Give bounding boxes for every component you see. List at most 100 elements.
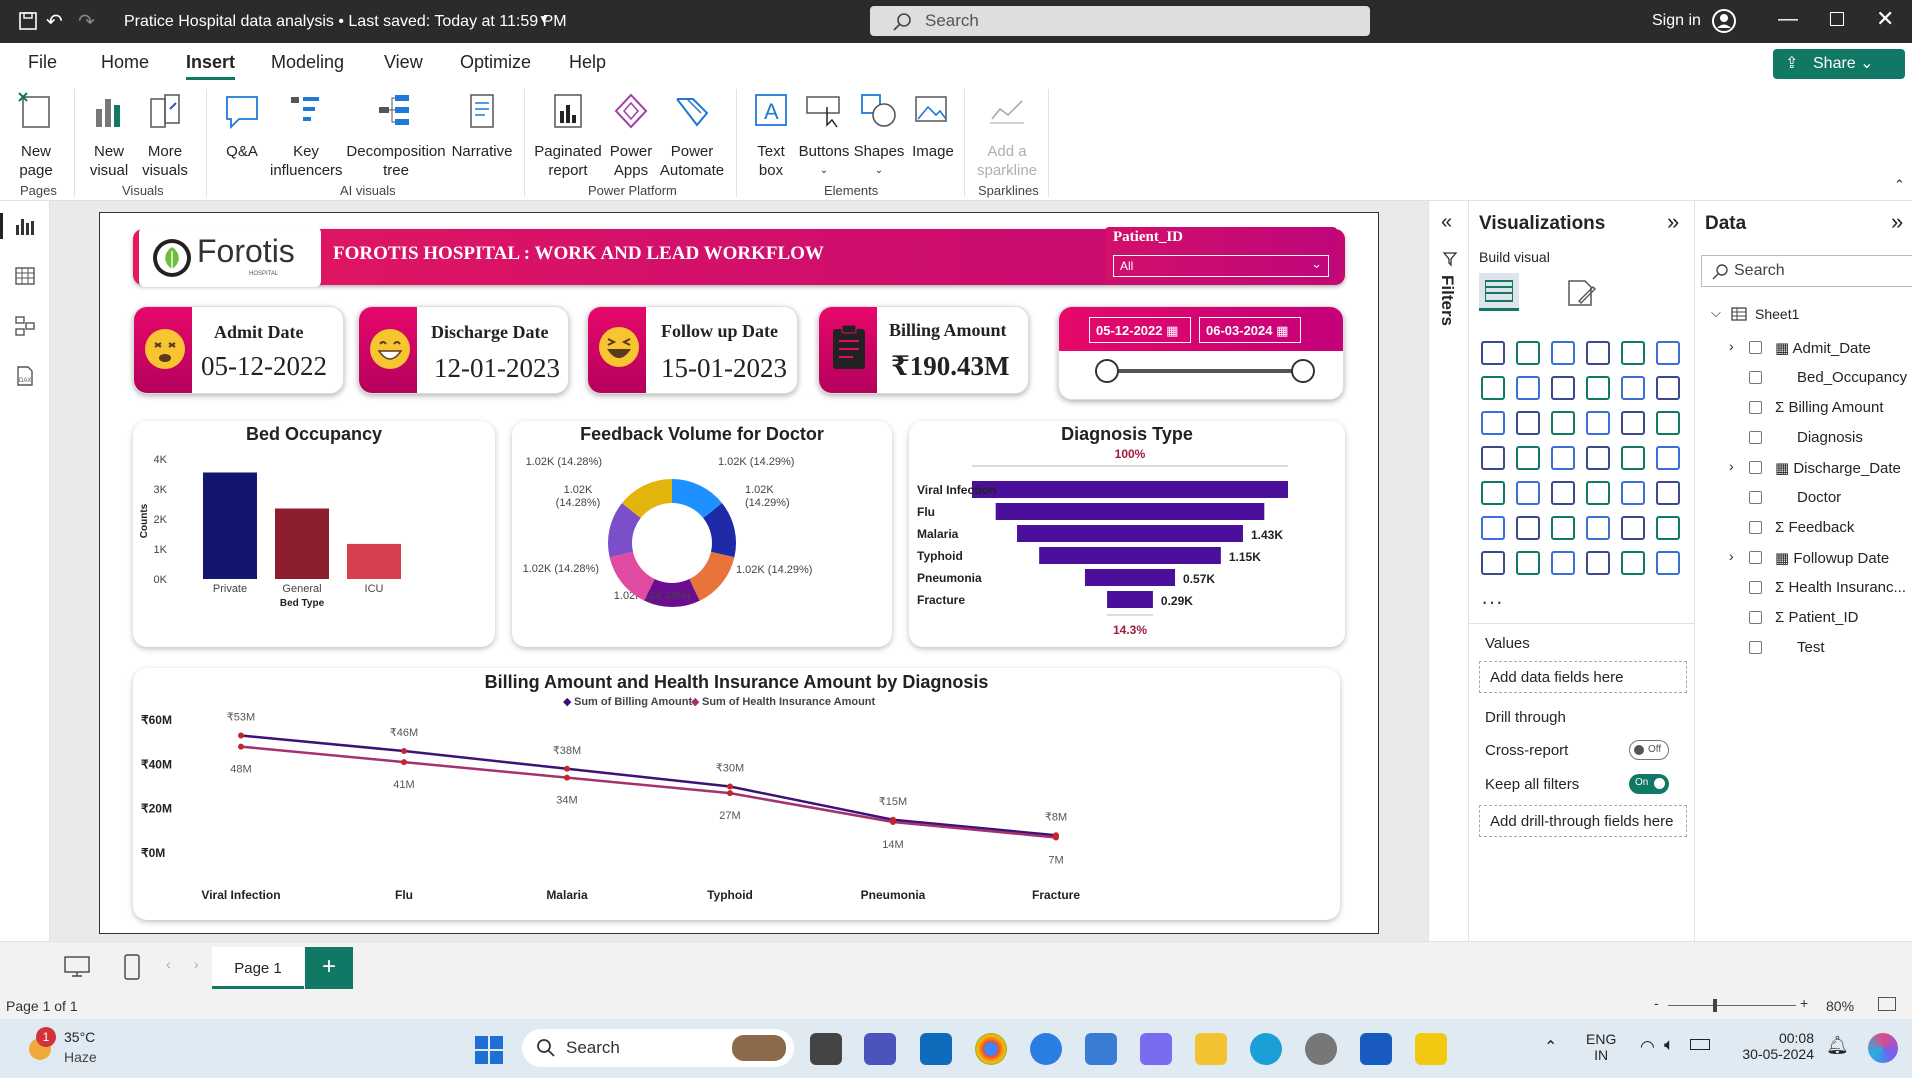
feedback-card[interactable]: Feedback Volume for Doctor 1.02K (14.29%… bbox=[512, 421, 892, 647]
menu-modeling[interactable]: Modeling bbox=[271, 52, 345, 72]
visual-type-icon[interactable] bbox=[1586, 376, 1610, 400]
field-item[interactable]: Bed_Occupancy bbox=[1797, 369, 1908, 386]
patient-slicer[interactable]: Patient_ID All ⌄ bbox=[1105, 227, 1337, 281]
menu-home[interactable]: Home bbox=[101, 52, 150, 72]
visual-type-icon[interactable] bbox=[1656, 551, 1680, 575]
donut-slice[interactable] bbox=[644, 579, 700, 607]
donut-slice[interactable] bbox=[672, 479, 723, 519]
visual-type-icon[interactable] bbox=[1551, 446, 1575, 470]
field-item[interactable]: ▦ Followup Date bbox=[1775, 550, 1890, 567]
visual-type-icon[interactable] bbox=[1481, 341, 1505, 365]
new-visual-button[interactable]: New visual bbox=[82, 91, 136, 180]
store-icon[interactable] bbox=[920, 1033, 952, 1065]
donut-slice[interactable] bbox=[703, 503, 736, 558]
donut-slice[interactable] bbox=[608, 503, 641, 558]
field-checkbox[interactable] bbox=[1749, 401, 1762, 414]
fit-to-page-icon[interactable] bbox=[1878, 997, 1896, 1011]
decomposition-tree-button[interactable]: Decomposition tree bbox=[344, 91, 448, 180]
expand-field-icon[interactable]: › bbox=[1729, 338, 1734, 354]
funnel-bar[interactable] bbox=[1107, 591, 1153, 608]
visual-type-icon[interactable] bbox=[1656, 481, 1680, 505]
data-point[interactable] bbox=[401, 759, 407, 766]
field-checkbox[interactable] bbox=[1749, 641, 1762, 654]
text-box-button[interactable]: A Text box bbox=[744, 91, 798, 180]
zoom-out-icon[interactable]: - bbox=[1654, 995, 1659, 1011]
report-view-icon[interactable] bbox=[14, 215, 36, 237]
teams-icon[interactable] bbox=[864, 1033, 896, 1065]
add-data-fields-drop[interactable]: Add data fields here bbox=[1479, 661, 1687, 693]
chrome-icon[interactable] bbox=[975, 1033, 1007, 1065]
wifi-icon[interactable]: ◠ bbox=[1640, 1037, 1655, 1056]
field-checkbox[interactable] bbox=[1749, 581, 1762, 594]
data-point[interactable] bbox=[238, 743, 244, 750]
power-automate-button[interactable]: Power Automate bbox=[658, 91, 726, 180]
visual-type-icon[interactable] bbox=[1516, 411, 1540, 435]
data-point[interactable] bbox=[1053, 834, 1059, 841]
billing-line-card[interactable]: Billing Amount and Health Insurance Amou… bbox=[133, 668, 1340, 920]
visual-type-icon[interactable] bbox=[1481, 446, 1505, 470]
filters-pane-collapsed[interactable]: « Filters bbox=[1428, 201, 1468, 951]
field-item[interactable]: Σ Feedback bbox=[1775, 519, 1855, 536]
field-checkbox[interactable] bbox=[1749, 521, 1762, 534]
power-bi-icon[interactable] bbox=[1415, 1033, 1447, 1065]
shapes-button[interactable]: Shapes ⌄ bbox=[852, 91, 906, 180]
edge-icon[interactable] bbox=[1250, 1033, 1282, 1065]
donut-slice[interactable] bbox=[689, 551, 735, 601]
zoom-thumb[interactable] bbox=[1713, 999, 1717, 1012]
expand-field-icon[interactable]: › bbox=[1729, 548, 1734, 564]
visual-type-icon[interactable] bbox=[1586, 516, 1610, 540]
key-influencers-button[interactable]: Key influencers bbox=[270, 91, 343, 180]
qa-button[interactable]: Q&A bbox=[214, 91, 270, 161]
battery-icon[interactable] bbox=[1690, 1039, 1710, 1050]
visual-type-icon[interactable] bbox=[1481, 551, 1505, 575]
field-item[interactable]: Test bbox=[1797, 639, 1825, 656]
zoom-in-icon[interactable]: + bbox=[1800, 995, 1809, 1011]
field-checkbox[interactable] bbox=[1749, 491, 1762, 504]
table-sheet1[interactable]: Sheet1 bbox=[1755, 306, 1800, 322]
field-item[interactable]: ▦ Admit_Date bbox=[1775, 340, 1871, 357]
title-search-input[interactable]: Search bbox=[870, 6, 1370, 36]
series-line[interactable] bbox=[240, 734, 1057, 837]
donut-slice[interactable] bbox=[621, 479, 672, 519]
visual-type-icon[interactable] bbox=[1516, 376, 1540, 400]
visual-type-icon[interactable] bbox=[1621, 481, 1645, 505]
taskbar-search-input[interactable]: Search bbox=[522, 1029, 794, 1067]
more-visuals-dots[interactable]: ··· bbox=[1481, 589, 1503, 614]
visual-type-icon[interactable] bbox=[1481, 376, 1505, 400]
data-point[interactable] bbox=[238, 732, 244, 739]
format-visual-icon[interactable] bbox=[1565, 277, 1597, 309]
task-view-icon[interactable] bbox=[810, 1033, 842, 1065]
bar[interactable] bbox=[347, 543, 401, 579]
mobile-layout-icon[interactable] bbox=[124, 954, 140, 980]
menu-file[interactable]: File bbox=[28, 52, 58, 72]
visual-type-icon[interactable] bbox=[1481, 481, 1505, 505]
visual-type-icon[interactable] bbox=[1516, 481, 1540, 505]
dax-query-icon[interactable]: DAX bbox=[14, 365, 36, 387]
chevron-up-icon[interactable]: ⌃ bbox=[1544, 1039, 1558, 1056]
field-checkbox[interactable] bbox=[1749, 341, 1762, 354]
clock[interactable]: 00:08 30-05-2024 bbox=[1742, 1030, 1814, 1062]
field-item[interactable]: Σ Billing Amount bbox=[1775, 399, 1884, 416]
series-line[interactable] bbox=[240, 745, 1057, 839]
visual-type-icon[interactable] bbox=[1551, 411, 1575, 435]
save-icon[interactable] bbox=[18, 11, 38, 31]
share-button[interactable]: ⇪ Share ⌄ bbox=[1773, 49, 1905, 79]
visual-type-icon[interactable] bbox=[1551, 341, 1575, 365]
page-tab[interactable]: Page 1 bbox=[212, 947, 304, 989]
visual-type-icon[interactable] bbox=[1621, 516, 1645, 540]
field-item[interactable]: Σ Health Insuranc... bbox=[1775, 579, 1907, 596]
language-indicator[interactable]: ENG IN bbox=[1586, 1031, 1617, 1063]
visual-type-icon[interactable] bbox=[1551, 481, 1575, 505]
chevron-down-icon[interactable]: ⌵ bbox=[1711, 305, 1721, 320]
funnel-bar[interactable] bbox=[1084, 569, 1176, 586]
visual-type-icon[interactable] bbox=[1656, 341, 1680, 365]
field-item[interactable]: Diagnosis bbox=[1797, 429, 1863, 446]
bed-occupancy-card[interactable]: Bed Occupancy 4K 3K 2K 1K 0K Counts Private Gen… bbox=[133, 421, 495, 647]
field-item[interactable]: ▦ Discharge_Date bbox=[1775, 460, 1901, 477]
support-icon[interactable] bbox=[1030, 1033, 1062, 1065]
add-drill-fields-drop[interactable]: Add drill-through fields here bbox=[1479, 805, 1687, 837]
field-checkbox[interactable] bbox=[1749, 431, 1762, 444]
next-page-icon[interactable]: › bbox=[194, 956, 199, 972]
more-visuals-button[interactable]: More visuals bbox=[138, 91, 192, 180]
settings-icon[interactable] bbox=[1305, 1033, 1337, 1065]
